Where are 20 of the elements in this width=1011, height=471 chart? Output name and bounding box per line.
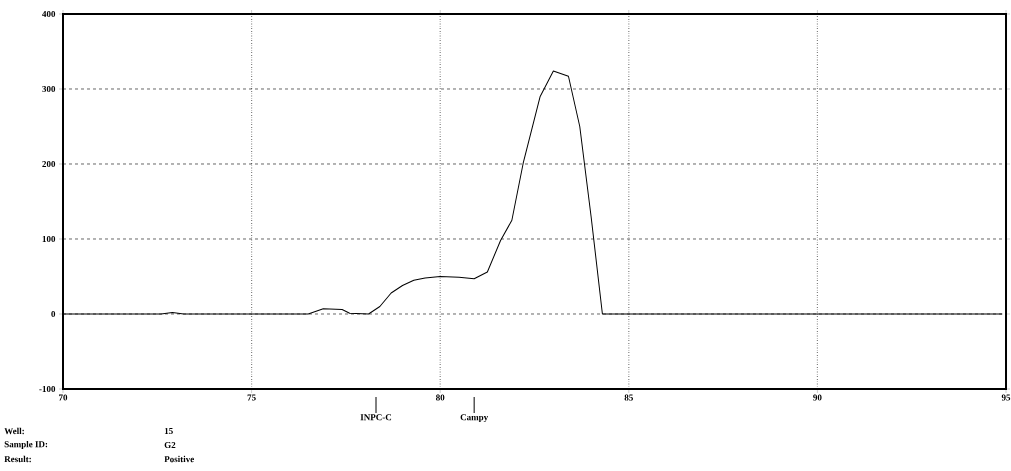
- y-tick-label: 100: [42, 235, 56, 243]
- x-tick-label: 85: [624, 394, 633, 401]
- x-tick-label: 70: [59, 394, 68, 401]
- y-tick-label: 300: [42, 85, 56, 93]
- text: INPC-C: [360, 414, 392, 421]
- text: 15: [164, 427, 173, 435]
- annotation: Campy: [460, 414, 489, 423]
- text: G2: [164, 441, 176, 449]
- x-tick-label: 95: [1001, 394, 1011, 401]
- x-tick-label: 80: [436, 394, 445, 401]
- text: Sample ID:: [4, 440, 48, 450]
- text: Result:: [4, 455, 31, 463]
- x-tick-label: 90: [813, 394, 822, 401]
- text: Positive: [164, 455, 194, 463]
- y-tick-label: 0: [51, 310, 56, 318]
- x-tick-label: 75: [247, 394, 256, 401]
- y-tick-label: 400: [42, 10, 56, 18]
- y-tick-label: 200: [42, 160, 56, 168]
- text: Well:: [4, 427, 24, 435]
- y-tick-label: -100: [39, 385, 56, 393]
